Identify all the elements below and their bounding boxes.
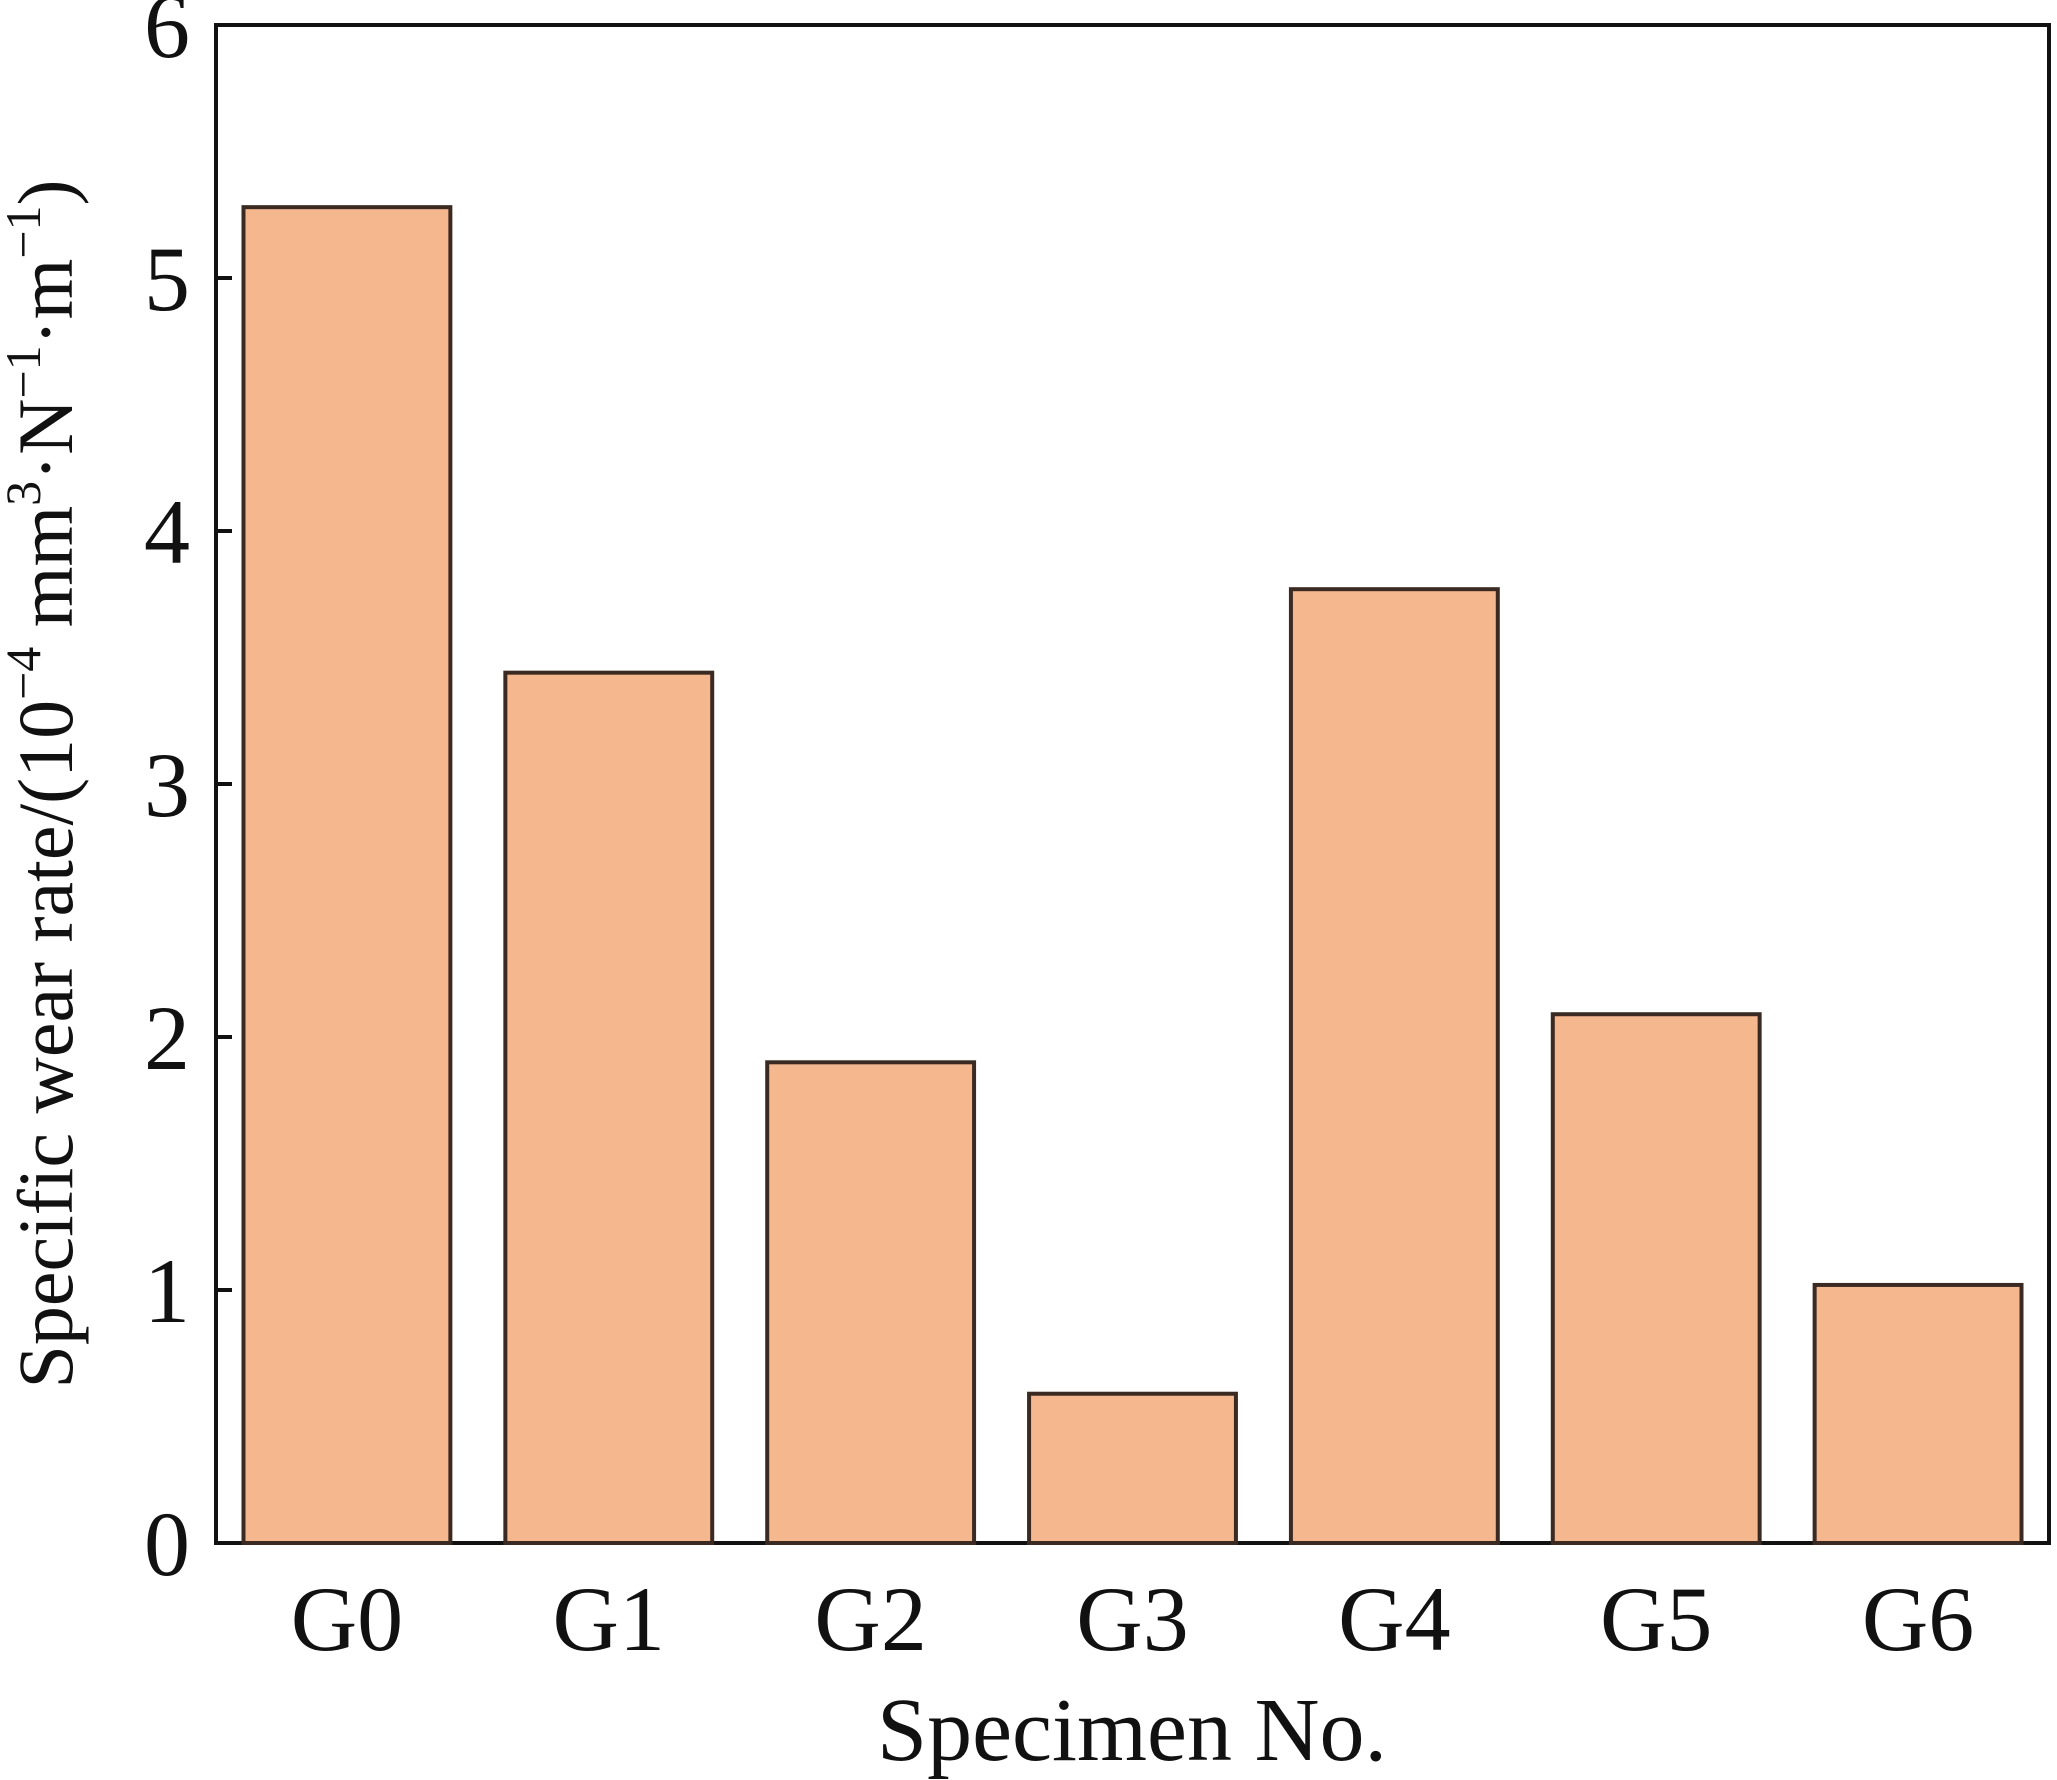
x-tick-label-g4: G4: [1338, 1568, 1450, 1670]
x-tick-label-g5: G5: [1600, 1568, 1712, 1670]
y-tick-label-3: 3: [144, 734, 190, 836]
y-tick-label-6: 6: [144, 0, 190, 77]
x-axis-title: Specimen No.: [877, 1681, 1387, 1780]
bar-g4: [1288, 587, 1500, 1545]
bar-g5: [1550, 1012, 1762, 1545]
x-tick-label-g2: G2: [814, 1568, 926, 1670]
x-tick-label-g1: G1: [553, 1568, 665, 1670]
y-tick-label-2: 2: [144, 987, 190, 1089]
x-axis-ticks: G0 G1 G2 G3 G4 G5 G6: [291, 1568, 1975, 1670]
y-tick-label-5: 5: [144, 228, 190, 330]
y-tick-label-4: 4: [144, 481, 190, 583]
x-tick-label-g3: G3: [1076, 1568, 1188, 1670]
plot-frame: [214, 23, 2051, 1545]
y-axis-ticks: 0 1 2 3 4 5 6: [144, 0, 232, 1595]
y-tick-label-1: 1: [144, 1240, 190, 1342]
x-tick-label-g6: G6: [1862, 1568, 1974, 1670]
bar-g3: [1027, 1391, 1238, 1545]
y-axis-title: Specific wear rate/(10−4 mm3·N−1·m−1): [0, 179, 89, 1388]
y-tick-label-0: 0: [144, 1493, 190, 1595]
bars-group: [241, 205, 2024, 1546]
bar-g1: [503, 670, 715, 1545]
bar-g0: [241, 205, 453, 1545]
bar-g6: [1812, 1282, 2024, 1545]
x-tick-label-g0: G0: [291, 1568, 403, 1670]
bar-g2: [765, 1060, 977, 1546]
